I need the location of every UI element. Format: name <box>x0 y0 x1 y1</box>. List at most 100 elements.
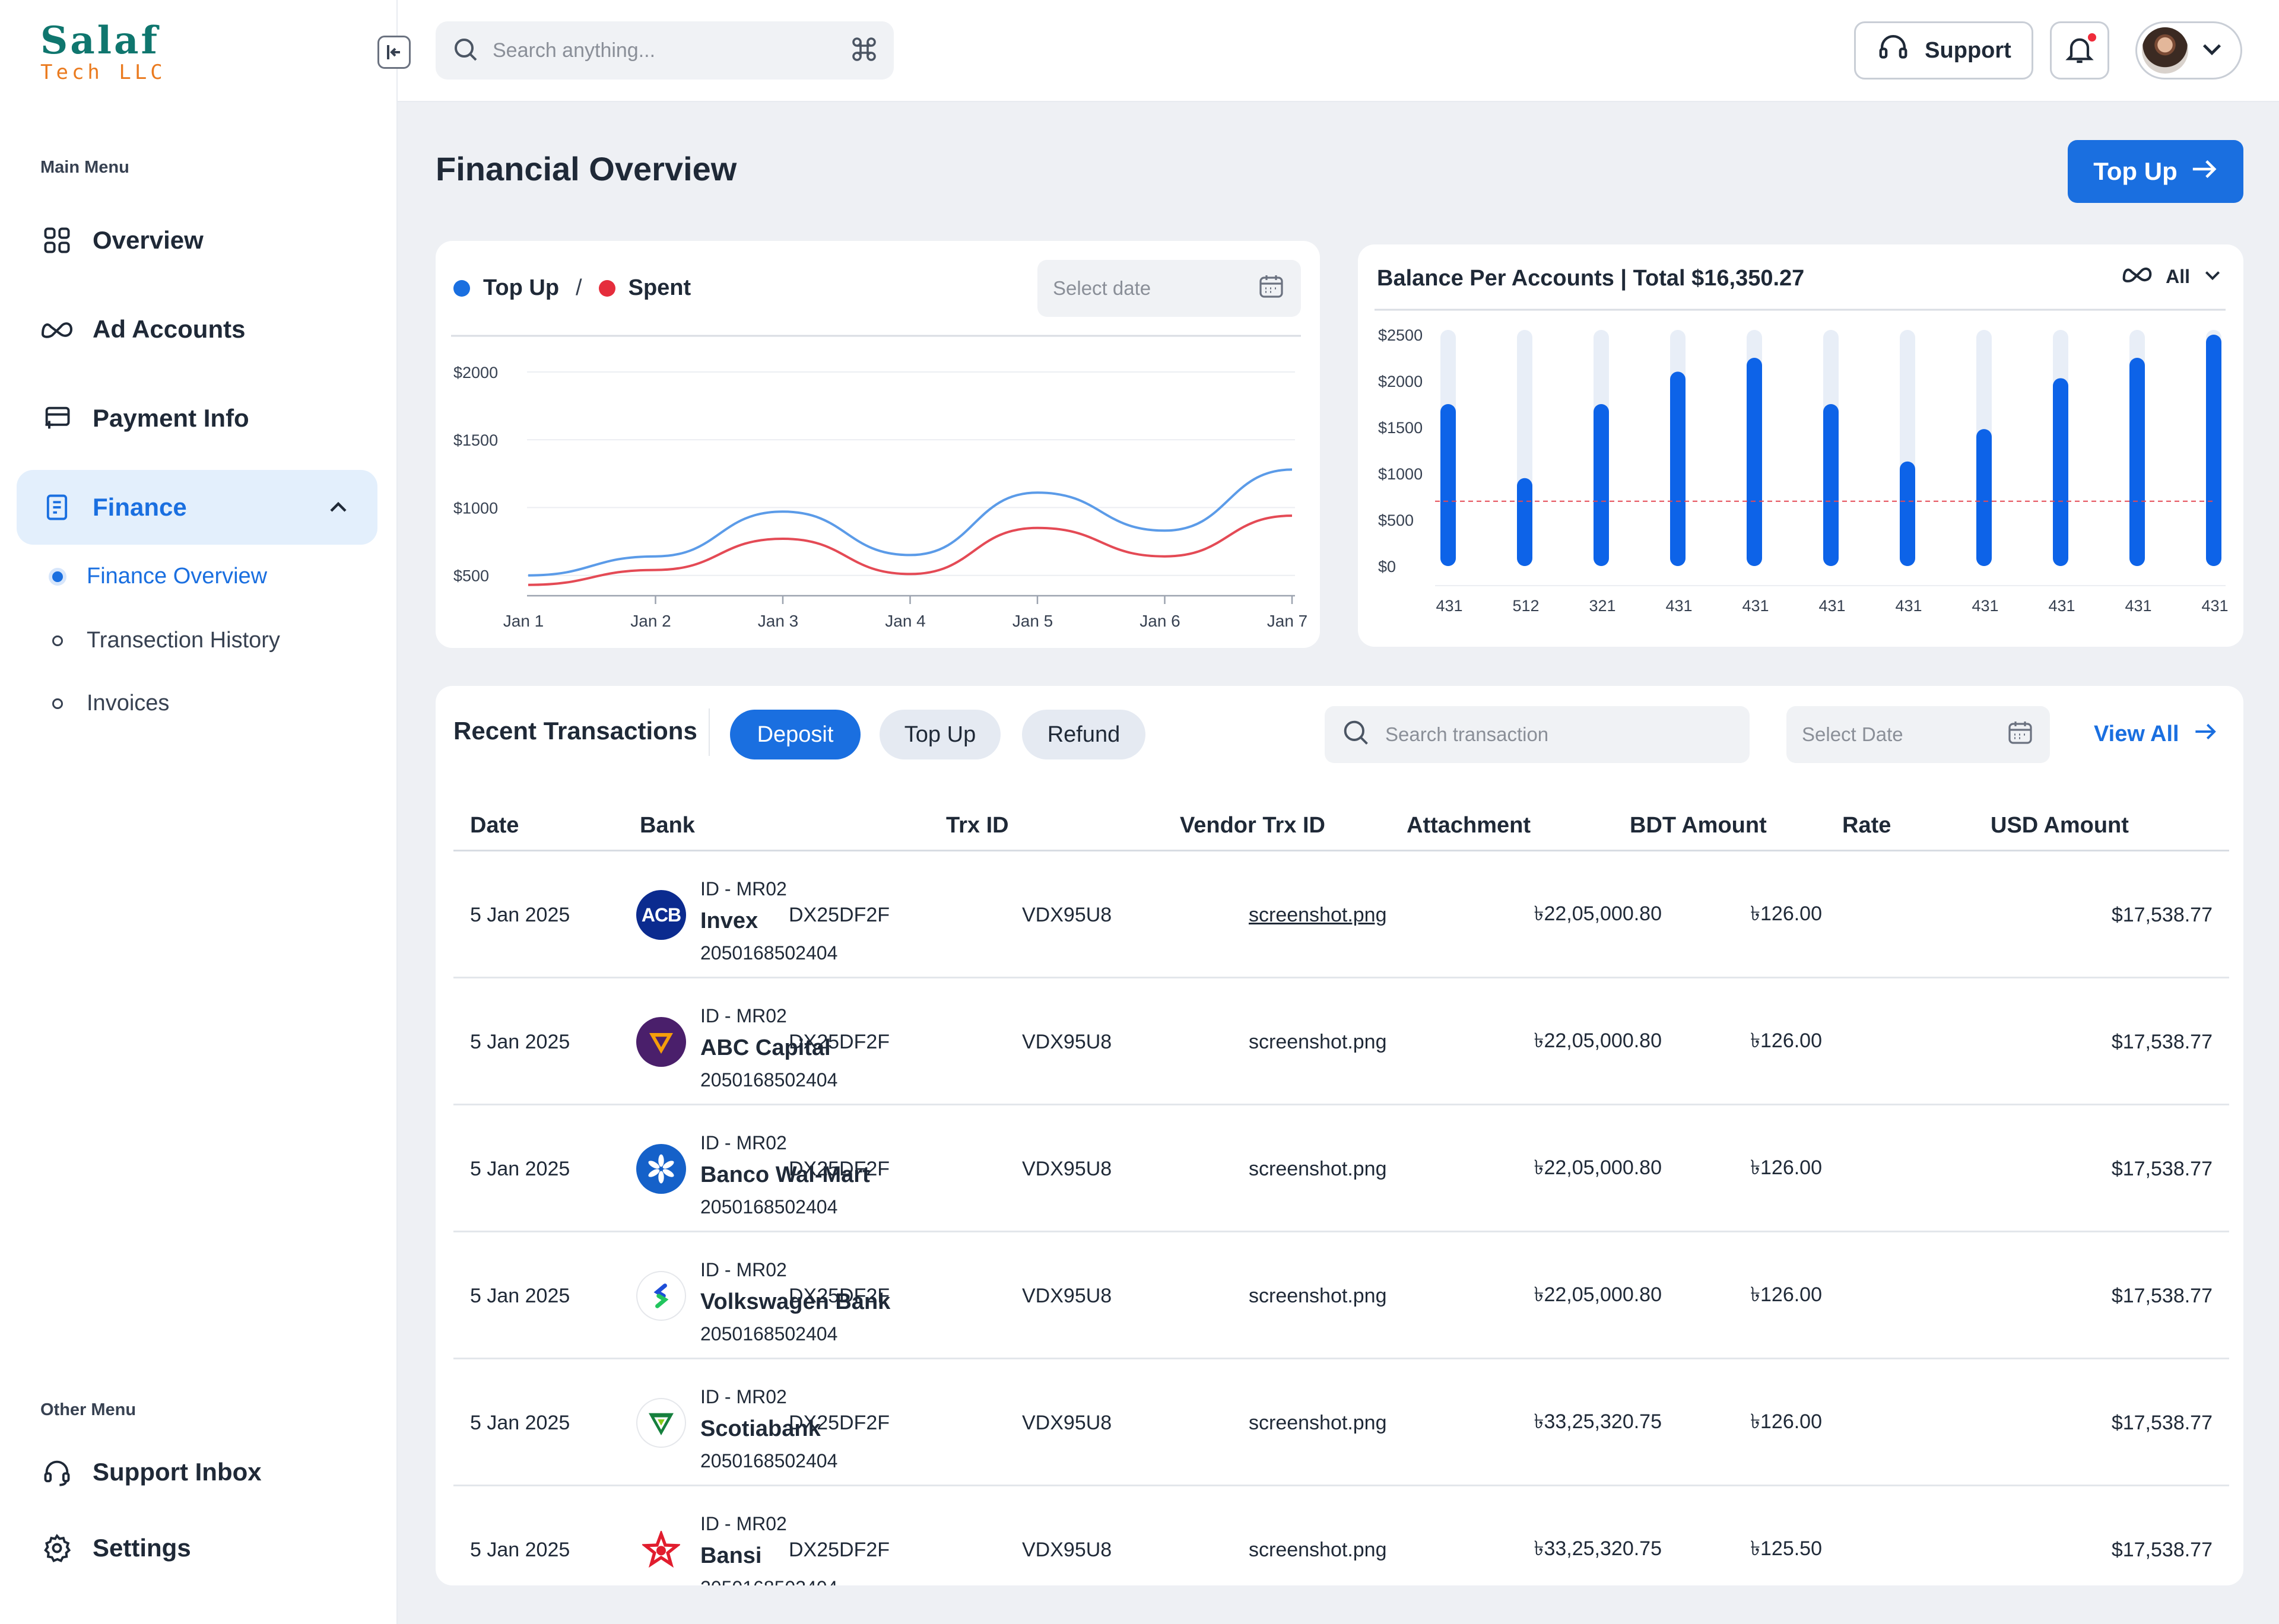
bank-name: ABC Capital <box>700 1035 831 1060</box>
legend-label-spent: Spent <box>628 275 691 300</box>
x-tick-label: 431 <box>2201 597 2228 615</box>
bank-name: Scotiabank <box>700 1416 821 1441</box>
attachment-link[interactable]: screenshot.png <box>1249 1538 1387 1561</box>
account-filter-dropdown[interactable]: All <box>2122 265 2222 288</box>
search-input[interactable]: Search anything... <box>493 39 656 62</box>
cell-usd-amount: $17,538.77 <box>2111 1411 2213 1434</box>
attachment-link[interactable]: screenshot.png <box>1249 1411 1387 1434</box>
tab-deposit[interactable]: Deposit <box>730 710 861 759</box>
bar <box>1670 371 1686 566</box>
cell-bdt-amount: ৳22,05,000.80 <box>1534 1029 1662 1052</box>
tab-refund[interactable]: Refund <box>1022 710 1145 759</box>
sidebar-item-ad-accounts[interactable]: Ad Accounts <box>17 292 377 367</box>
sidebar-item-label: Support Inbox <box>93 1458 262 1486</box>
topup-spent-chart-card: Top Up / Spent Select date $2000 $1500 $10… <box>436 241 1320 648</box>
recent-transactions-card: Recent Transactions Deposit Top Up Refun… <box>436 686 2243 1585</box>
balance-per-accounts-card: Balance Per Accounts | Total $16,350.27 … <box>1358 244 2243 647</box>
table-row[interactable]: 5 Jan 2025 ID - MR02 ABC Capital 2050168… <box>453 978 2229 1105</box>
cell-usd-amount: $17,538.77 <box>2111 1030 2213 1053</box>
sidebar-item-label: Finance <box>93 493 187 521</box>
sidebar-subitem-transection-history[interactable]: Transection History <box>52 628 280 653</box>
meta-icon <box>2122 265 2153 288</box>
bar <box>2206 335 2221 566</box>
top-up-button[interactable]: Top Up <box>2068 140 2243 203</box>
x-tick-label: Jan 4 <box>885 612 926 630</box>
view-all-link[interactable]: View All <box>2094 722 2217 747</box>
headset-icon <box>40 1455 74 1489</box>
search-icon <box>451 35 480 66</box>
sidebar-item-settings[interactable]: Settings <box>17 1511 377 1585</box>
bullet-icon <box>52 635 63 646</box>
cell-vendor-trx-id: VDX95U8 <box>1022 1538 1112 1561</box>
x-tick-label: Jan 2 <box>630 612 671 630</box>
cell-vendor-trx-id: VDX95U8 <box>1022 903 1112 926</box>
tab-top-up[interactable]: Top Up <box>880 710 1001 759</box>
date-select-placeholder: Select Date <box>1802 723 1903 745</box>
column-header-bank[interactable]: Bank <box>640 813 695 838</box>
sidebar-collapse-button[interactable] <box>377 36 411 69</box>
sidebar-item-label: Payment Info <box>93 404 249 432</box>
sidebar-item-finance[interactable]: Finance <box>17 470 377 545</box>
bar <box>2053 378 2068 566</box>
bank-info: ID - MR02 Invex 2050168502404 <box>700 873 837 969</box>
table-row[interactable]: 5 Jan 2025 ID - MR02 Scotiabank 20501685… <box>453 1359 2229 1486</box>
cell-trx-id: DX25DF2F <box>789 903 890 926</box>
column-header-rate[interactable]: Rate <box>1842 813 1891 838</box>
column-header-bdt-amount[interactable]: BDT Amount <box>1630 813 1767 838</box>
column-header-vendor-trx-id[interactable]: Vendor Trx ID <box>1180 813 1325 838</box>
attachment-link[interactable]: screenshot.png <box>1249 903 1387 926</box>
page-title: Financial Overview <box>436 150 737 187</box>
chevron-up-icon[interactable] <box>328 499 349 519</box>
bank-account-number: 2050168502404 <box>700 942 838 964</box>
column-header-date[interactable]: Date <box>470 813 519 838</box>
banco-walmart-logo <box>636 1144 686 1194</box>
main-menu-title: Main Menu <box>40 158 129 177</box>
y-tick-label: $1500 <box>1378 419 1423 437</box>
bank-info: ID - MR02 ABC Capital 2050168502404 <box>700 1000 837 1096</box>
sidebar-subitem-invoices[interactable]: Invoices <box>52 691 169 716</box>
transactions-title: Recent Transactions <box>453 717 697 745</box>
sidebar-item-payment-info[interactable]: Payment Info <box>17 381 377 456</box>
table-row[interactable]: 5 Jan 2025 ID - MR02 Banco Wal-Mart 2050… <box>453 1105 2229 1232</box>
calendar-icon <box>1257 272 1285 305</box>
cell-bdt-amount: ৳33,25,320.75 <box>1534 1537 1662 1560</box>
attachment-link[interactable]: screenshot.png <box>1249 1157 1387 1180</box>
meta-icon <box>40 313 74 346</box>
brand-logo[interactable]: Salaf Tech LLC <box>40 21 166 85</box>
transaction-date-select[interactable]: Select Date <box>1786 706 2050 763</box>
x-tick-label: 431 <box>1436 597 1462 615</box>
table-row[interactable]: 5 Jan 2025 ID - MR02 Bansi 2050168502404… <box>453 1486 2229 1585</box>
bar <box>1823 404 1839 566</box>
bar-chart: $2500 $2000 $1500 $1000 $500 $0 431 512 321 431 43… <box>1375 309 2229 615</box>
balance-title: Balance Per Accounts | Total $16,350.27 <box>1377 266 1805 291</box>
bank-info: ID - MR02 Banco Wal-Mart 2050168502404 <box>700 1127 870 1223</box>
table-row[interactable]: 5 Jan 2025 ACB ID - MR02 Invex 205016850… <box>453 851 2229 978</box>
notifications-button[interactable] <box>2050 21 2109 80</box>
cell-date: 5 Jan 2025 <box>470 1538 570 1561</box>
column-header-trx-id[interactable]: Trx ID <box>946 813 1009 838</box>
x-tick-label: Jan 7 <box>1267 612 1308 630</box>
x-tick-label: 431 <box>1742 597 1769 615</box>
profile-menu[interactable] <box>2135 21 2242 80</box>
sidebar-item-overview[interactable]: Overview <box>17 203 377 278</box>
sidebar-subitem-finance-overview[interactable]: Finance Overview <box>52 564 267 589</box>
support-button[interactable]: Support <box>1854 21 2033 80</box>
sidebar-item-support-inbox[interactable]: Support Inbox <box>17 1435 377 1509</box>
column-header-attachment[interactable]: Attachment <box>1407 813 1531 838</box>
cell-rate: ৳126.00 <box>1750 1283 1822 1306</box>
x-tick-label: 431 <box>1972 597 1998 615</box>
bank-account-number: 2050168502404 <box>700 1196 838 1218</box>
support-label: Support <box>1925 37 2011 63</box>
bank-ref-id: ID - MR02 <box>700 1132 787 1153</box>
attachment-link[interactable]: screenshot.png <box>1249 1284 1387 1307</box>
transaction-search[interactable]: Search transaction <box>1325 706 1750 763</box>
global-search[interactable]: Search anything... <box>436 21 894 80</box>
date-select[interactable]: Select date <box>1037 260 1301 317</box>
transaction-search-input[interactable]: Search transaction <box>1385 723 1549 745</box>
cell-date: 5 Jan 2025 <box>470 1030 570 1053</box>
bar <box>1900 461 1915 566</box>
bank-name: Invex <box>700 908 758 933</box>
column-header-usd-amount[interactable]: USD Amount <box>1991 813 2129 838</box>
table-row[interactable]: 5 Jan 2025 ID - MR02 Volkswagen Bank 205… <box>453 1232 2229 1359</box>
attachment-link[interactable]: screenshot.png <box>1249 1030 1387 1053</box>
